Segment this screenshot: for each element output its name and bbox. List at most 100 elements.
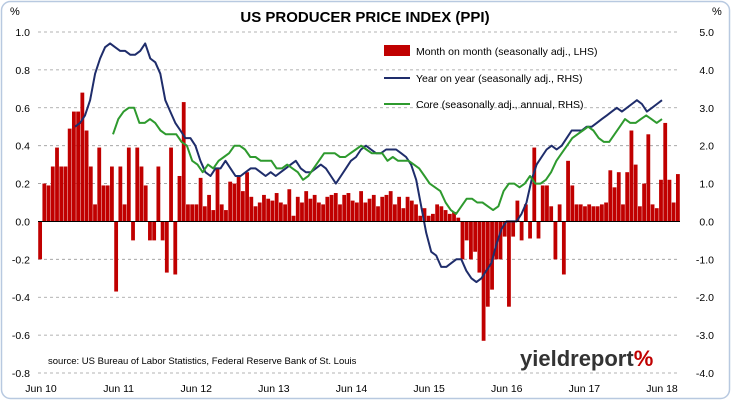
mom-bar [511, 221, 516, 237]
mom-bar [616, 172, 621, 222]
mom-bar [485, 221, 490, 307]
mom-bar [245, 172, 249, 222]
mom-bar [435, 204, 440, 222]
core-line [112, 106, 663, 215]
mom-bar [612, 187, 617, 222]
mom-bar [156, 166, 161, 222]
legend: Month on month (seasonally adj., LHS) Yea… [384, 45, 598, 111]
mom-bar [646, 134, 651, 222]
mom-bar [469, 221, 473, 260]
mom-bar [139, 166, 144, 222]
mom-bar [376, 206, 380, 222]
right-tick-label: 1.0 [699, 179, 714, 191]
mom-bar [371, 194, 376, 222]
mom-bar [55, 147, 59, 222]
mom-bar [257, 202, 262, 222]
right-tick-label: -4.0 [696, 368, 714, 380]
mom-bar [405, 196, 410, 222]
right-tick-label: 4.0 [699, 65, 714, 77]
left-tick-label: 1.0 [15, 27, 30, 39]
logo-percent-icon: % [634, 346, 654, 371]
mom-bar [502, 221, 507, 237]
right-tick-label: 5.0 [699, 27, 714, 39]
mom-bar [42, 183, 47, 222]
mom-bar [447, 213, 452, 222]
mom-bar [295, 196, 300, 222]
mom-bar [477, 221, 482, 273]
left-tick-label: 0.6 [15, 103, 30, 115]
mom-bar [608, 170, 613, 222]
mom-bar [426, 215, 431, 222]
mom-bar [291, 215, 296, 222]
mom-bar [540, 185, 545, 222]
mom-bar [570, 185, 575, 222]
mom-bar [595, 206, 600, 222]
mom-bar [207, 194, 211, 222]
mom-bar [561, 221, 566, 275]
mom-bar [519, 221, 524, 241]
mom-bar [80, 92, 85, 222]
right-tick-label: -3.0 [696, 330, 714, 342]
mom-bar [671, 202, 676, 222]
mom-bar [452, 211, 456, 222]
mom-bar [621, 204, 625, 222]
mom-bar [460, 221, 465, 260]
mom-bar [439, 206, 444, 222]
mom-bar [114, 221, 119, 292]
mom-bar [637, 206, 642, 222]
source-note: source: US Bureau of Labor Statistics, F… [48, 356, 357, 367]
mom-bar [173, 221, 178, 275]
mom-bar [101, 185, 106, 222]
left-tick-label: -0.4 [12, 292, 30, 304]
mom-bar [604, 202, 608, 222]
mom-bar [422, 208, 427, 222]
mom-bar [578, 204, 583, 222]
mom-bar [164, 221, 169, 273]
mom-bar [663, 122, 668, 222]
mom-bar [224, 210, 228, 222]
mom-bar [84, 130, 89, 222]
left-tick-label: -0.6 [12, 330, 30, 342]
left-tick-label: 0.0 [15, 216, 30, 228]
mom-bar [202, 206, 207, 222]
legend-label: Month on month (seasonally adj., LHS) [416, 46, 598, 58]
mom-bar [143, 185, 148, 222]
bars-layer [38, 92, 680, 341]
mom-bar [587, 204, 592, 222]
mom-bar [507, 221, 511, 307]
mom-bar [110, 166, 114, 222]
x-tick-label: Jun 17 [569, 383, 601, 395]
mom-bar [316, 202, 321, 222]
mom-bar [211, 210, 216, 222]
mom-bar [93, 204, 97, 222]
mom-bar [532, 147, 537, 222]
mom-bar [633, 164, 638, 222]
chart-title: US PRODUCER PRICE INDEX (PPI) [240, 9, 489, 26]
mom-bar [325, 196, 330, 222]
logo-text: yieldreport [520, 346, 634, 371]
mom-bar [414, 204, 418, 222]
right-tick-label: 0.0 [699, 216, 714, 228]
mom-bar [574, 204, 579, 222]
mom-bar [88, 166, 93, 222]
mom-bar [329, 194, 334, 222]
right-tick-label: 3.0 [699, 103, 714, 115]
mom-bar [494, 221, 499, 260]
left-tick-label: 0.8 [15, 65, 30, 77]
mom-bar [566, 160, 570, 222]
mom-bar [388, 191, 393, 222]
axis-layer: 1.0 0.8 0.6 0.4 0.2 0.0 -0.2 -0.4 -0.6 -0.8 5.0 4.0… [12, 27, 714, 395]
mom-bar [177, 175, 182, 222]
mom-bar [67, 128, 72, 222]
mom-bar [190, 204, 195, 222]
mom-bar [338, 204, 342, 222]
mom-bar [659, 179, 663, 222]
x-tick-label: Jun 10 [25, 383, 57, 395]
mom-bar [515, 200, 520, 222]
mom-bar [393, 204, 397, 222]
mom-bar [249, 196, 254, 222]
x-tick-label: Jun 16 [491, 383, 523, 395]
